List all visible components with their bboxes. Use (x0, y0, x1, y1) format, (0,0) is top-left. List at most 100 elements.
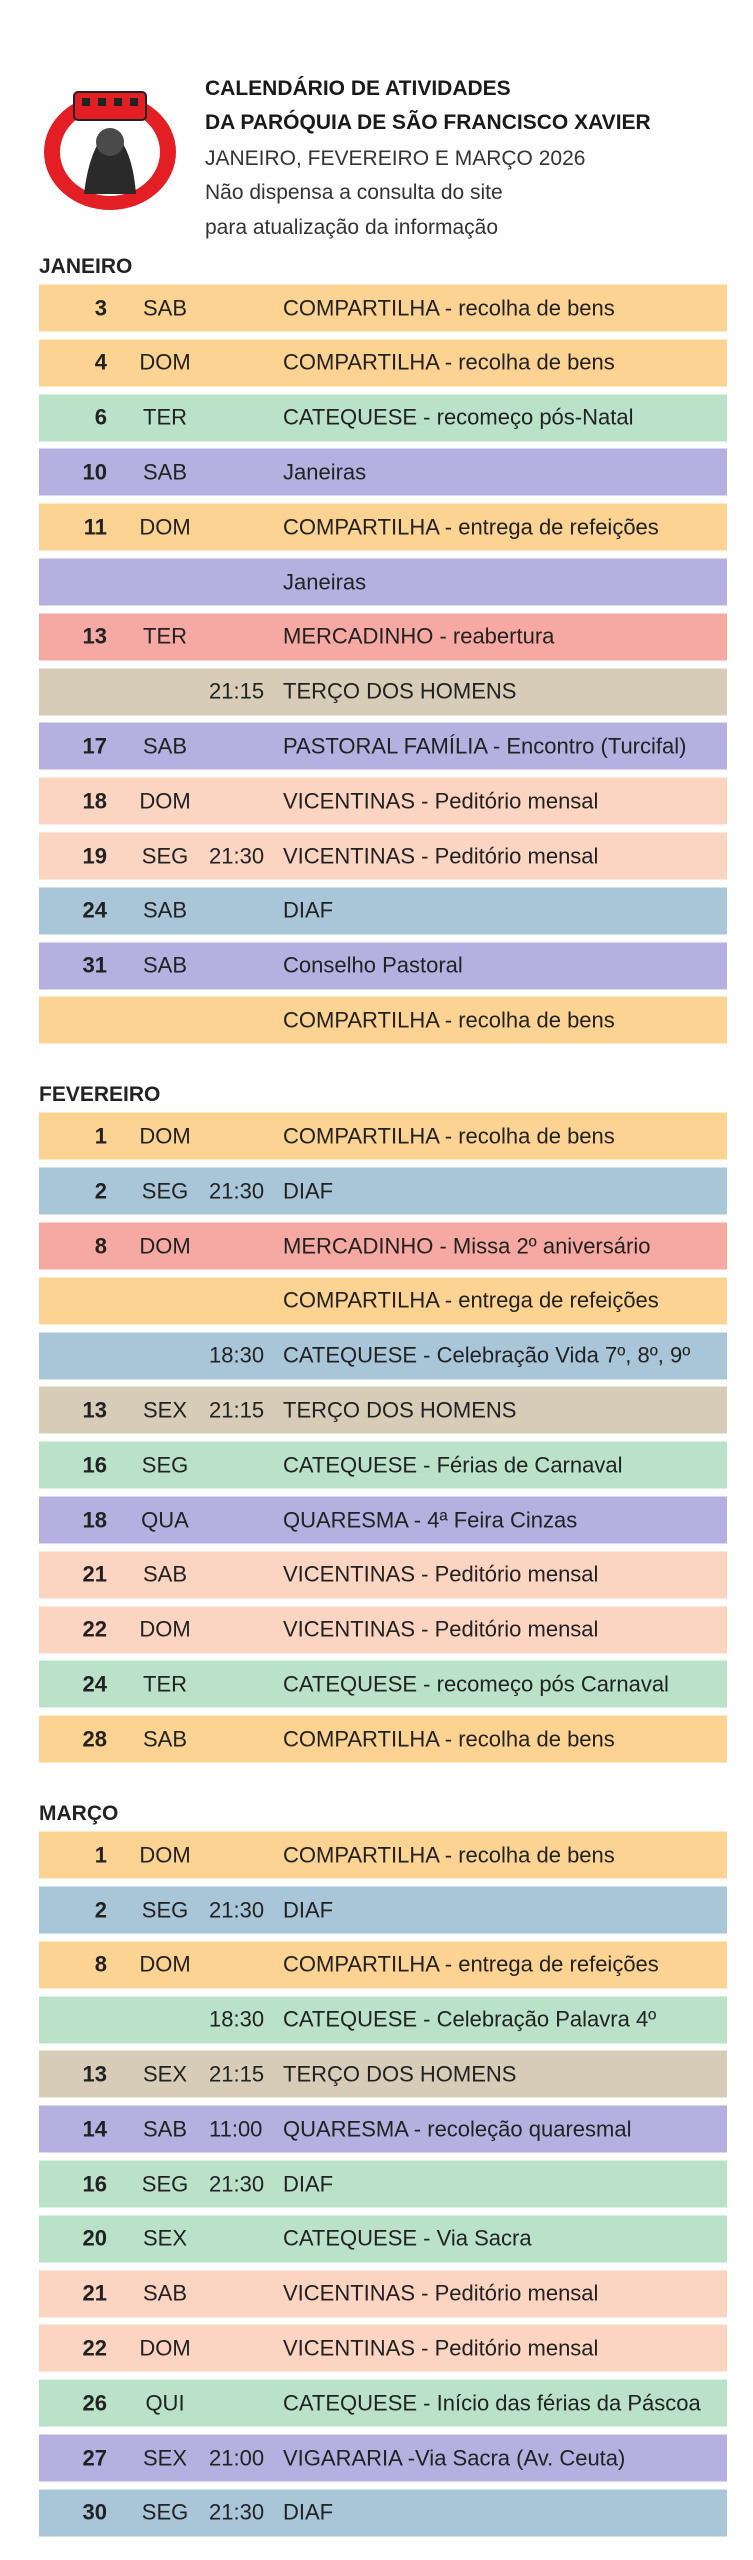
weekday-text: QUI (145, 2390, 185, 2416)
event-row: 31 SAB Conselho Pastoral (39, 942, 727, 990)
event-row: 13 SEX 21:15 TERÇO DOS HOMENS (39, 1386, 727, 1434)
time: 21:15 (209, 678, 265, 704)
day: 18 (82, 1507, 107, 1532)
day: 18 (82, 788, 107, 814)
weekday-text: SEG (141, 2171, 189, 2196)
event: DIAF (283, 2499, 334, 2525)
event-row: 14 SAB 11:00 QUARESMA - recoleção quaresmal (39, 2105, 727, 2153)
period: JANEIRO, FEVEREIRO E MARÇO 2026 (205, 147, 586, 170)
event: DIAF (283, 897, 334, 923)
weekday-text: DOM (139, 2335, 191, 2361)
weekday-text: TER (143, 623, 187, 649)
day: 19 (82, 843, 107, 868)
time: 21:30 (209, 1897, 265, 1922)
event: PASTORAL FAMÍLIA - Encontro (Turcifal) (283, 733, 687, 759)
event: CATEQUESE - Início das férias da Páscoa (283, 2390, 701, 2416)
event: VICENTINAS - Peditório mensal (283, 1616, 599, 1642)
event-row: 24 TER CATEQUESE - recomeço pós Carnaval (39, 1660, 727, 1708)
weekday-text: DOM (139, 1233, 191, 1258)
event-row: 11 DOM COMPARTILHA - entrega de refeições (39, 503, 727, 551)
day: 28 (82, 1726, 107, 1752)
weekday-text: SAB (142, 897, 188, 923)
day: 26 (82, 2390, 107, 2416)
event: COMPARTILHA - recolha de bens (283, 1842, 615, 1868)
event: COMPARTILHA - recolha de bens (283, 1123, 615, 1149)
weekday-text: DOM (139, 1123, 191, 1149)
event: TERÇO DOS HOMENS (283, 1397, 517, 1423)
event-row: 2 SEG 21:30 DIAF (39, 1167, 727, 1215)
event-row: 21:15 TERÇO DOS HOMENS (39, 668, 727, 716)
event: Janeiras (283, 569, 367, 594)
event-row: 24 SAB DIAF (39, 887, 727, 935)
weekday-text: SAB (142, 459, 188, 485)
event: COMPARTILHA - recolha de bens (283, 1726, 615, 1752)
weekday-text: SEG (141, 843, 189, 868)
day: 13 (82, 623, 107, 649)
title: CALENDÁRIO DE ATIVIDADES (205, 77, 511, 100)
event-row: 3 SAB COMPARTILHA - recolha de bens (39, 284, 727, 332)
event-row: 22 DOM VICENTINAS - Peditório mensal (39, 1606, 727, 1654)
day: 17 (82, 733, 107, 759)
event: VICENTINAS - Peditório mensal (283, 2335, 599, 2361)
event-row: 13 TER MERCADINHO - reabertura (39, 613, 727, 661)
event-row: 16 SEG 21:30 DIAF (39, 2160, 727, 2208)
month-label: MARÇO (39, 1802, 119, 1826)
event: COMPARTILHA - entrega de refeições (283, 514, 659, 540)
event-row: COMPARTILHA - recolha de bens (39, 996, 727, 1044)
weekday-text: SAB (142, 1726, 188, 1752)
event-row: 1 DOM COMPARTILHA - recolha de bens (39, 1112, 727, 1160)
event-row: 27 SEX 21:00 VIGARARIA -Via Sacra (Av. Ceut… (39, 2434, 727, 2482)
weekday-text: DOM (139, 349, 191, 375)
weekday-text: DOM (139, 514, 191, 540)
event: CATEQUESE - Férias de Carnaval (283, 1452, 623, 1478)
day: 14 (82, 2116, 107, 2142)
day: 13 (82, 2061, 107, 2087)
event: DIAF (283, 2171, 334, 2196)
day: 22 (82, 2335, 107, 2361)
event: Conselho Pastoral (283, 952, 463, 978)
event: COMPARTILHA - entrega de refeições (283, 1287, 659, 1313)
event-row: 13 SEX 21:15 TERÇO DOS HOMENS (39, 2050, 727, 2098)
event: CATEQUESE - recomeço pós Carnaval (283, 1671, 669, 1697)
event-row: 19 SEG 21:30 VICENTINAS - Peditório mensal (39, 832, 727, 880)
event-row: 8 DOM COMPARTILHA - entrega de refeições (39, 1941, 727, 1989)
time: 21:00 (209, 2445, 265, 2470)
weekday-text: SEG (141, 2499, 189, 2525)
day: 11 (83, 514, 107, 540)
event: COMPARTILHA - recolha de bens (283, 1007, 615, 1033)
event: QUARESMA - 4ª Feira Cinzas (283, 1507, 578, 1532)
note: Não dispensa a consulta do site (205, 181, 503, 204)
weekday-text: SEX (142, 1397, 188, 1423)
month-label: JANEIRO (39, 255, 133, 278)
event-row: 28 SAB COMPARTILHA - recolha de bens (39, 1715, 727, 1763)
event-row: 22 DOM VICENTINAS - Peditório mensal (39, 2324, 727, 2372)
weekday-text: SEG (141, 1897, 189, 1922)
event: COMPARTILHA - recolha de bens (283, 349, 615, 375)
day: 2 (94, 1178, 107, 1204)
event-row: 16 SEG CATEQUESE - Férias de Carnaval (39, 1441, 727, 1489)
event-row: 6 TER CATEQUESE - recomeço pós-Natal (39, 394, 727, 442)
time: 21:30 (209, 1178, 265, 1204)
event-row: 21 SAB VICENTINAS - Peditório mensal (39, 2270, 727, 2318)
weekday-text: DOM (139, 788, 191, 814)
event: CATEQUESE - Via Sacra (283, 2225, 532, 2251)
weekday-text: SEX (142, 2225, 188, 2251)
event: QUARESMA - recoleção quaresmal (283, 2116, 632, 2142)
time: 21:30 (209, 2171, 265, 2196)
day: 8 (94, 1951, 107, 1977)
title: DA PARÓQUIA DE SÃO FRANCISCO XAVIER (205, 111, 651, 134)
event: VICENTINAS - Peditório mensal (283, 2280, 599, 2306)
weekday-text: SAB (142, 2280, 188, 2306)
event: TERÇO DOS HOMENS (283, 2061, 517, 2087)
month-label: FEVEREIRO (39, 1083, 161, 1107)
event-row: 30 SEG 21:30 DIAF (39, 2489, 727, 2537)
time: 21:30 (209, 843, 265, 868)
event-row: 18 QUA QUARESMA - 4ª Feira Cinzas (39, 1496, 727, 1544)
weekday-text: SAB (142, 295, 188, 320)
logo (44, 91, 176, 210)
event-row: 17 SAB PASTORAL FAMÍLIA - Encontro (Turcif… (39, 722, 727, 770)
day: 24 (82, 1671, 107, 1697)
event: Janeiras (283, 459, 367, 485)
day: 3 (94, 295, 107, 320)
